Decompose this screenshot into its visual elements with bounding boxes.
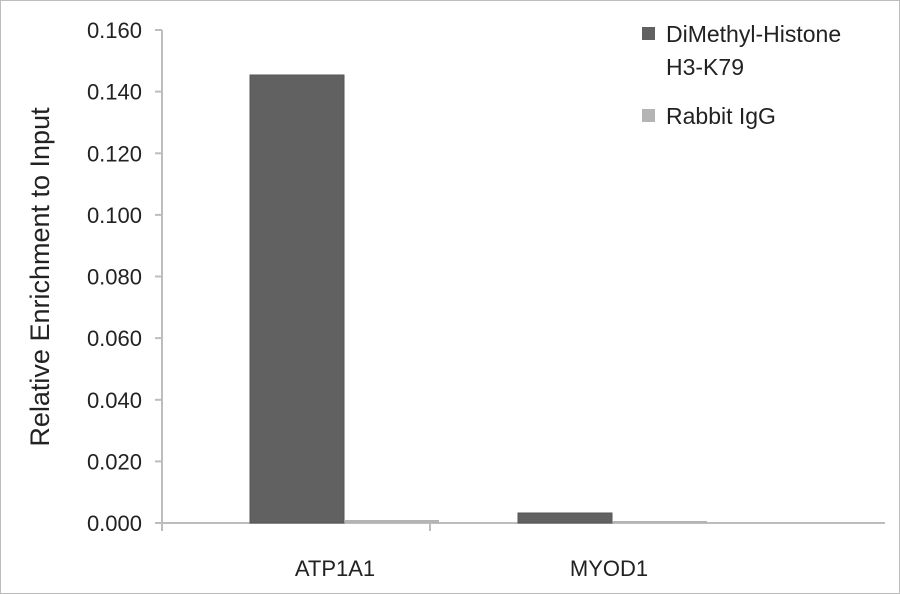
legend-label-dimethyl-line1: DiMethyl-Histone [666,21,841,47]
svg-text:0.160: 0.160 [87,18,142,43]
svg-text:0.080: 0.080 [87,265,142,290]
bar-atp1a1-dimethyl [249,74,345,524]
svg-text:0.020: 0.020 [87,449,142,474]
legend: DiMethyl-Histone H3-K79 Rabbit IgG [642,21,841,129]
legend-label-dimethyl-line2: H3-K79 [666,54,744,80]
x-category-atp1a1: ATP1A1 [295,556,375,581]
legend-label-igg: Rabbit IgG [666,103,776,129]
svg-text:0.060: 0.060 [87,326,142,351]
bars [249,74,707,524]
y-axis-label: Relative Enrichment to Input [25,107,55,447]
svg-text:0.120: 0.120 [87,141,142,166]
svg-text:0.100: 0.100 [87,203,142,228]
svg-text:0.000: 0.000 [87,511,142,536]
legend-swatch-igg [642,109,655,122]
y-tick-marks [155,29,162,463]
svg-text:0.040: 0.040 [87,388,142,413]
y-tick-labels: 0.000 0.020 0.040 0.060 0.080 0.100 0.12… [87,18,142,536]
legend-swatch-dimethyl [642,27,655,40]
bar-atp1a1-igg [345,520,439,523]
bar-myod1-dimethyl [517,512,613,524]
x-category-myod1: MYOD1 [570,556,648,581]
svg-text:0.140: 0.140 [87,80,142,105]
bar-myod1-igg [613,521,707,523]
